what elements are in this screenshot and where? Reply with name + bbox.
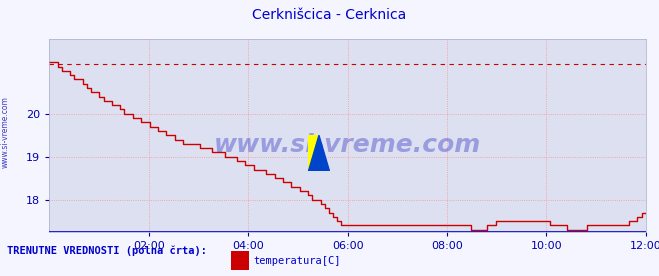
Text: www.si-vreme.com: www.si-vreme.com: [1, 97, 10, 168]
Text: www.si-vreme.com: www.si-vreme.com: [214, 133, 481, 157]
Text: Cerknišcica - Cerknica: Cerknišcica - Cerknica: [252, 8, 407, 22]
Text: TRENUTNE VREDNOSTI (polna črta):: TRENUTNE VREDNOSTI (polna črta):: [7, 246, 206, 256]
Text: temperatura[C]: temperatura[C]: [254, 256, 341, 266]
Polygon shape: [308, 135, 319, 171]
Polygon shape: [308, 135, 330, 171]
